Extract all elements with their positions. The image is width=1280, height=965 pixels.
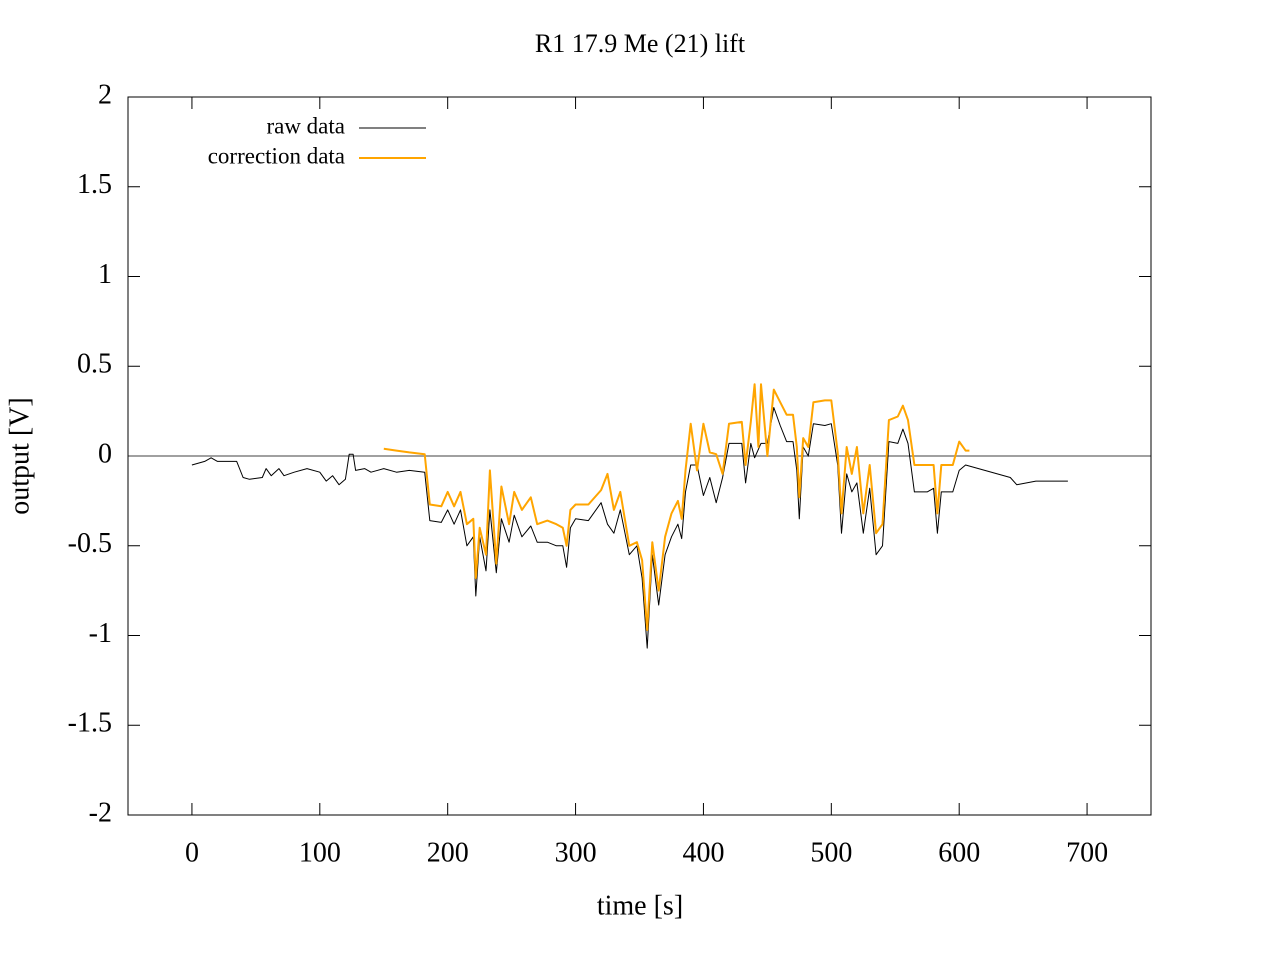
y-tick-label: 1.5 <box>77 169 112 200</box>
x-tick-label: 0 <box>185 837 199 868</box>
data-line <box>191 407 1068 649</box>
y-tick-label: 1 <box>98 259 112 290</box>
x-tick-label: 600 <box>938 837 980 868</box>
y-tick-label: -1 <box>89 618 112 649</box>
y-tick-label: -2 <box>89 797 112 828</box>
chart-title: R1 17.9 Me (21) lift <box>535 29 746 58</box>
y-tick-label: -1.5 <box>68 708 112 739</box>
x-tick-label: 300 <box>555 837 597 868</box>
x-tick-label: 100 <box>299 837 341 868</box>
y-axis-label: output [V] <box>4 397 35 514</box>
x-tick-label: 400 <box>682 837 724 868</box>
plot-frame <box>127 96 1152 816</box>
x-axis-label: time [s] <box>597 890 683 921</box>
y-tick-label: 2 <box>98 79 112 110</box>
x-tick-label: 500 <box>810 837 852 868</box>
legend-label: correction data <box>208 143 345 168</box>
data-line <box>383 383 970 632</box>
x-tick-label: 700 <box>1066 837 1108 868</box>
x-tick-label: 200 <box>427 837 469 868</box>
y-tick-label: -0.5 <box>68 528 112 559</box>
y-tick-label: 0 <box>98 438 112 469</box>
legend-label: raw data <box>266 113 345 138</box>
y-tick-label: 0.5 <box>77 349 112 380</box>
